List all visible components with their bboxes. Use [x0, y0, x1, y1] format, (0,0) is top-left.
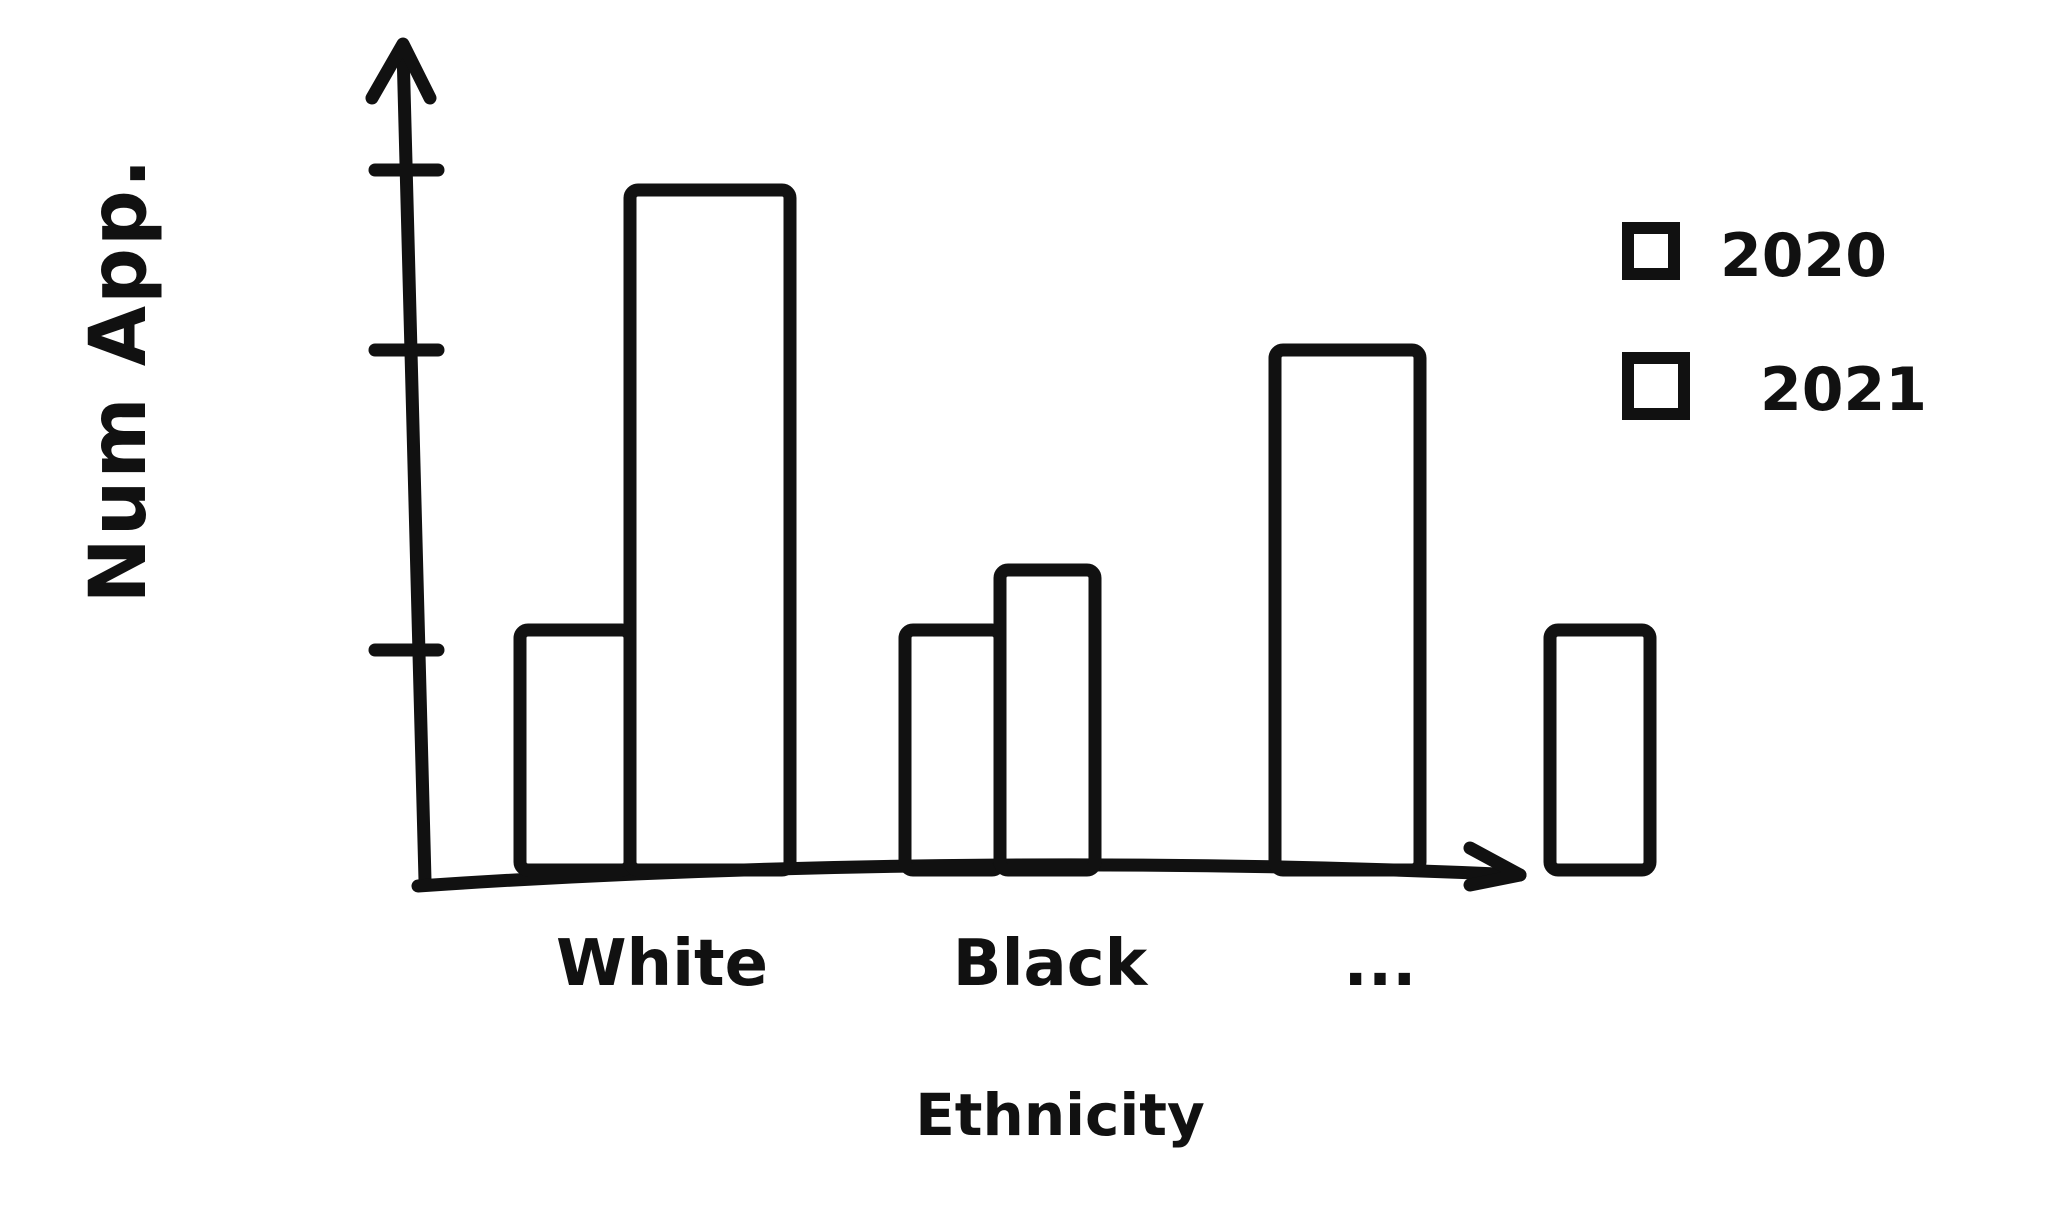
legend-label-2021: 2021	[1760, 355, 1927, 425]
legend: 2020 2021	[1622, 221, 1927, 425]
legend-label-2020: 2020	[1720, 221, 1887, 291]
bar-white-2020	[513, 623, 637, 877]
bar-black-2021	[993, 563, 1102, 877]
bar-other-2021	[1543, 623, 1657, 877]
x-tick-labels: White Black...	[556, 927, 1417, 1001]
x-axis-label: Ethnicity	[915, 1081, 1205, 1149]
legend-swatch-2020	[1622, 222, 1680, 280]
y-ticks	[368, 163, 445, 657]
x-tick-label-2: ...	[1344, 927, 1417, 1001]
y-axis-label: Num App.	[74, 157, 164, 604]
x-tick-label-0: White	[556, 927, 768, 1001]
y-axis	[396, 43, 432, 887]
x-axis-arrowhead	[1463, 841, 1527, 892]
bar-black-2020	[898, 623, 1007, 877]
legend-swatch-2021	[1622, 352, 1690, 420]
bar-other-2020	[1268, 343, 1427, 877]
bars	[513, 183, 1657, 877]
y-axis-arrowhead	[365, 37, 437, 105]
x-tick-label-1: Black	[953, 927, 1149, 1001]
bar-white-2021	[623, 183, 797, 877]
